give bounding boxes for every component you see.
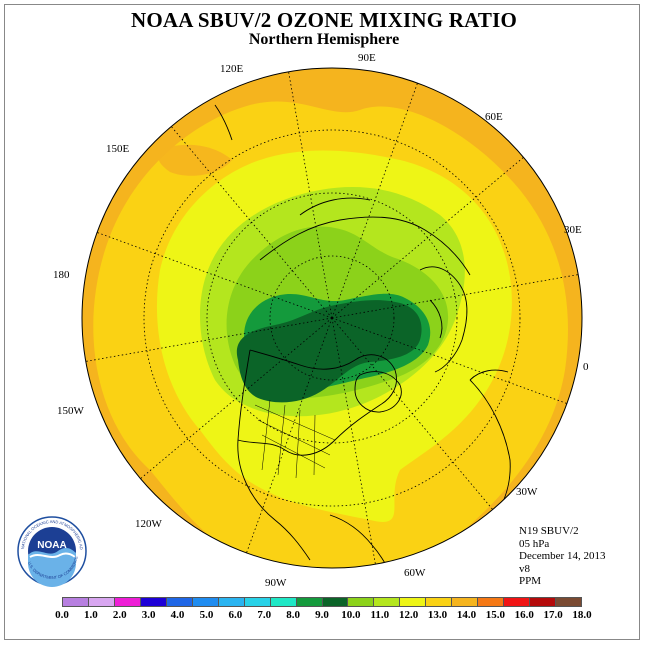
south-america-coast [329,514,396,568]
info-satellite: N19 SBUV/2 [519,525,579,537]
colorbar-swatch [192,598,219,606]
meridian-line [288,71,333,319]
meridian-line [331,156,524,319]
colorbar-tick-label: 11.0 [370,609,390,621]
contour-14-15-patch [158,144,232,176]
lon-label-180: 180 [53,269,70,281]
lat-circle-0 [143,129,521,507]
colorbar-swatch [556,598,582,606]
colorbar-swatch [166,598,193,606]
contour-8-9 [236,300,422,403]
colorbar-tick-label: 12.0 [399,609,419,621]
lon-label-0: 0 [583,361,589,373]
graticule [143,129,521,507]
info-level: 05 hPa [519,537,550,550]
lon-label-60e: 60E [485,111,503,123]
colorbar-tick-label: 10.0 [341,609,361,621]
colorbar-swatch [218,598,245,606]
lon-label-120w: 120W [135,518,163,530]
meridian-line [140,317,333,480]
colorbar-tick-label: 1.0 [84,609,98,621]
logo-text: NOAA [37,540,66,551]
meridian-line [331,317,376,565]
colorbar-tick-label: 4.0 [170,609,185,621]
colorbar-swatch [114,598,141,606]
meridians [85,71,579,565]
colorbar-swatch [296,598,323,606]
info-version: v8 [519,562,530,575]
north-america-coast [237,349,397,561]
colorbar-tick-label: 18.0 [572,609,592,621]
colorbar-tick-label: 8.0 [286,609,300,621]
greenland-coast [354,371,402,413]
colorbar-tick-label: 15.0 [485,609,505,621]
colorbar-swatch [270,598,297,606]
us-state-lines [254,399,336,479]
map-border-circle [81,67,583,569]
colorbar-tick-label: 16.0 [514,609,534,621]
lon-label-150w: 150W [57,405,85,417]
map-subtitle: Northern Hemisphere [248,31,400,48]
asia-coast [259,197,471,276]
info-date: December 14, 2013 [519,550,606,563]
colorbar-tick-label: 0.0 [55,609,69,621]
coastlines [214,104,511,568]
colorbar-swatch [530,598,557,606]
colorbar-tick-label: 2.0 [112,609,127,621]
colorbar-tick-label: 3.0 [141,609,156,621]
lat-circle-30 [206,192,458,444]
colorbar-swatch [452,598,479,606]
colorbar-swatch [63,598,89,606]
lon-label-60w: 60W [404,567,426,579]
lon-label-30w: 30W [516,486,538,498]
colorbar-swatch [400,598,427,606]
colorbar-swatch [322,598,349,606]
colorbar-tick-label: 7.0 [257,609,272,621]
noaa-logo: NOAA NATIONAL OCEANIC AND ATMOSPHERIC AD… [16,515,87,587]
colorbar-swatch [88,598,115,606]
map-title: NOAA SBUV/2 OZONE MIXING RATIO [131,8,517,32]
colorbar-swatch [478,598,505,606]
colorbar-tick-label: 6.0 [228,609,243,621]
meridian-line [331,317,568,404]
colorbar-tick-label: 17.0 [543,609,563,621]
lon-label-90e: 90E [358,52,376,64]
europe-coast [419,266,468,373]
lon-label-150e: 150E [106,143,130,155]
meridian-line [85,317,333,362]
meridian-line [331,274,579,319]
meridian-line [331,317,494,510]
lon-label-120e: 120E [220,63,244,75]
colorbar-tick-label: 9.0 [315,609,329,621]
figure-frame [4,4,640,640]
colorbar-tick-label: 5.0 [199,609,214,621]
colorbar [62,597,582,607]
info-block: N19 SBUV/2 05 hPa December 14, 2013 v8 P… [519,525,605,588]
meridian-line [170,126,333,319]
meridian-line [331,82,418,319]
colorbar-swatch [504,598,531,606]
colorbar-tick-label: 14.0 [456,609,477,621]
colorbar-tick-label: 13.0 [427,609,448,621]
info-units: PPM [519,575,542,588]
meridian-line [246,317,333,554]
lon-label-90w: 90W [265,577,287,589]
lat-circle-60 [269,255,395,381]
colorbar-swatch [426,598,453,606]
colorbar-swatch [348,598,375,606]
colorbar-ticks: 0.0 1.0 2.0 3.0 4.0 5.0 6.0 7.0 8.0 9.0 10.0 11.0 12… [55,609,592,623]
japan-coast [214,104,233,141]
lon-label-30e: 30E [564,224,582,236]
colorbar-swatch [374,598,401,606]
colorbar-swatch [140,598,167,606]
meridian-line [96,232,333,319]
colorbar-swatch [244,598,271,606]
